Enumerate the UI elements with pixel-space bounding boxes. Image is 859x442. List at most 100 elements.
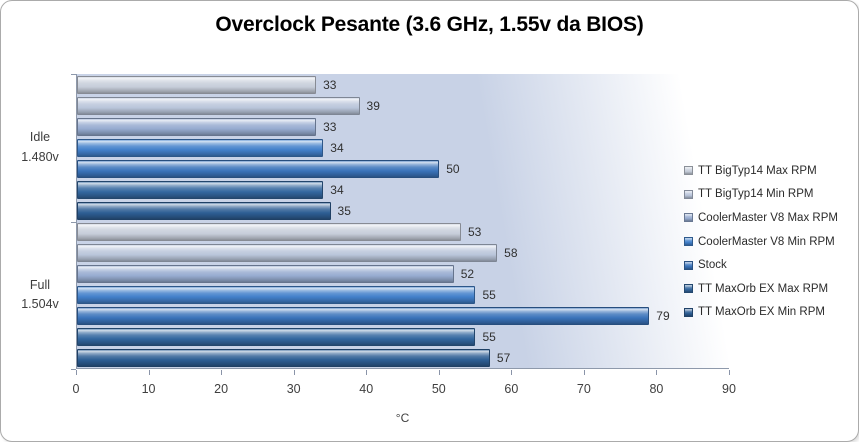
bar-row: 50 [77, 158, 729, 179]
legend-item-tt-bigtyp14-min-rpm: TT BigTyp14 Min RPM [684, 183, 838, 207]
bar-value-label: 57 [496, 351, 511, 366]
legend-item-tt-maxorb-ex-min-rpm: TT MaxOrb EX Min RPM [684, 301, 838, 325]
legend-label: Stock [698, 259, 727, 272]
legend-marker-icon [684, 237, 693, 247]
bar-tt-maxorb-ex-max-rpm [77, 180, 324, 199]
legend-marker-icon [684, 260, 693, 270]
bar-coolermaster-v8-min-rpm [77, 138, 324, 157]
x-axis-tick [438, 370, 440, 375]
legend: TT BigTyp14 Max RPM TT BigTyp14 Min RPM Co… [684, 159, 838, 324]
legend-label: CoolerMaster V8 Min RPM [698, 235, 835, 248]
bar-coolermaster-v8-max-rpm [77, 265, 454, 284]
bar-value-label: 55 [482, 330, 496, 345]
bar-value-label: 34 [330, 182, 344, 197]
x-axis-tick-label: 80 [649, 382, 664, 396]
bar-coolermaster-v8-min-rpm [77, 286, 476, 305]
x-axis-tick [148, 370, 150, 375]
x-axis: 0 10 20 30 40 50 60 70 80 90 [72, 370, 736, 430]
x-axis-tick [511, 370, 513, 375]
bar-coolermaster-v8-max-rpm [77, 117, 317, 136]
category-label-idle: Idle 1.480v [9, 74, 71, 222]
legend-item-coolermaster-v8-min-rpm: CoolerMaster V8 Min RPM [684, 230, 838, 254]
bar-value-label: 39 [366, 98, 380, 113]
legend-label: TT MaxOrb EX Min RPM [698, 306, 825, 319]
bar-row: 52 [77, 264, 729, 285]
bar-value-label: 34 [330, 140, 344, 155]
legend-marker-icon [684, 213, 693, 223]
bar-value-label: 58 [504, 246, 518, 261]
bar-row: 79 [77, 306, 729, 327]
bar-value-label: 33 [323, 119, 337, 134]
chart-title: Overclock Pesante (3.6 GHz, 1.55v da BIO… [215, 13, 644, 36]
y-axis-tick [71, 369, 76, 370]
bar-row: 57 [77, 348, 729, 369]
legend-label: TT BigTyp14 Min RPM [698, 188, 814, 201]
x-axis-tick-label: 20 [214, 382, 229, 396]
x-axis-tick-label: 0 [72, 382, 80, 396]
x-axis-tick [366, 370, 368, 375]
x-axis-tick [656, 370, 658, 375]
bar-value-label: 55 [482, 288, 496, 303]
x-axis-tick-label: 30 [286, 382, 301, 396]
bar-row: 55 [77, 327, 729, 348]
bars-layer: 33 39 33 34 50 34 35 53 58 52 55 79 55 57 [77, 74, 729, 368]
bar-row: 33 [77, 74, 729, 95]
legend-marker-icon [684, 307, 693, 317]
bar-value-label: 35 [337, 203, 351, 218]
bar-row: 34 [77, 137, 729, 158]
legend-marker-icon [684, 284, 693, 294]
bar-row: 58 [77, 243, 729, 264]
legend-label: TT MaxOrb EX Max RPM [698, 282, 829, 295]
category-label-line: 1.480v [21, 149, 59, 164]
legend-marker-icon [684, 166, 693, 176]
bar-value-label: 52 [460, 267, 475, 282]
bar-value-label: 50 [446, 161, 460, 176]
bar-tt-maxorb-ex-min-rpm [77, 349, 490, 368]
x-axis-tick [221, 370, 223, 375]
x-axis-title: °C [395, 411, 410, 425]
bar-stock [77, 159, 440, 178]
bar-group-idle-1-480v: 33 39 33 34 50 34 35 [77, 74, 729, 222]
bar-value-label: 53 [467, 225, 482, 240]
bar-tt-maxorb-ex-max-rpm [77, 328, 476, 347]
x-axis-tick-label: 40 [359, 382, 374, 396]
bar-row: 34 [77, 179, 729, 200]
x-axis-tick [76, 370, 77, 375]
legend-label: CoolerMaster V8 Max RPM [698, 211, 838, 224]
category-axis-labels: Idle 1.480v Full 1.504v [9, 74, 71, 369]
x-axis-tick [583, 370, 585, 375]
bar-tt-bigtyp14-min-rpm [77, 96, 360, 115]
x-axis-tick [293, 370, 295, 375]
x-axis-tick-label: 70 [576, 382, 591, 396]
legend-item-stock: Stock [684, 253, 838, 277]
legend-marker-icon [684, 189, 693, 199]
y-axis-tick [71, 221, 76, 223]
bar-stock [77, 307, 650, 326]
legend-item-coolermaster-v8-max-rpm: CoolerMaster V8 Max RPM [684, 206, 838, 230]
x-axis-tick-label: 90 [722, 382, 736, 396]
bar-row: 33 [77, 116, 729, 137]
y-axis-tick [71, 74, 76, 75]
legend-item-tt-maxorb-ex-max-rpm: TT MaxOrb EX Max RPM [684, 277, 838, 301]
bar-value-label: 79 [656, 309, 670, 324]
legend-item-tt-bigtyp14-max-rpm: TT BigTyp14 Max RPM [684, 159, 838, 183]
bar-row: 55 [77, 285, 729, 306]
bar-group-full-1-504v: 53 58 52 55 79 55 57 [77, 222, 729, 370]
bar-tt-bigtyp14-max-rpm [77, 223, 461, 242]
category-label-line: Full [29, 277, 51, 292]
category-label-full: Full 1.504v [9, 222, 71, 370]
x-axis-tick [729, 370, 730, 375]
category-label-line: Idle [29, 130, 51, 145]
x-axis-tick-label: 10 [141, 382, 156, 396]
bar-row: 35 [77, 200, 729, 221]
bar-value-label: 33 [323, 77, 337, 92]
x-axis-tick-label: 50 [431, 382, 446, 396]
bar-tt-bigtyp14-max-rpm [77, 75, 317, 94]
bar-row: 39 [77, 95, 729, 116]
legend-label: TT BigTyp14 Max RPM [698, 164, 817, 177]
bar-tt-maxorb-ex-min-rpm [77, 201, 331, 220]
x-axis-tick-label: 60 [504, 382, 519, 396]
category-label-line: 1.504v [21, 297, 59, 312]
bar-row: 53 [77, 222, 729, 243]
